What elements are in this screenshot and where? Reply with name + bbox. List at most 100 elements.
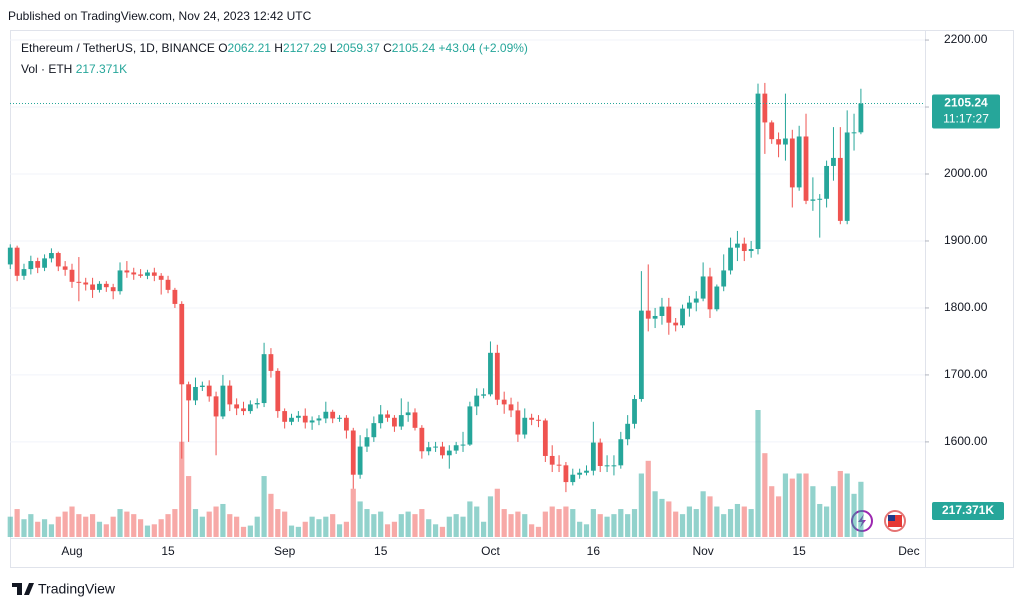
volume-bar — [858, 481, 864, 537]
volume-bar — [206, 511, 212, 537]
y-tick-label: 1600.00 — [944, 434, 988, 448]
candle-body — [645, 310, 651, 319]
candle-body — [165, 279, 171, 290]
volume-bar — [844, 473, 850, 537]
candle-body — [741, 243, 747, 252]
volume-label: 217.371K — [942, 503, 994, 517]
volume-bar — [302, 521, 308, 537]
volume-bar — [679, 514, 686, 537]
candle-body — [632, 399, 637, 424]
candle-body — [55, 253, 61, 267]
volume-bar — [124, 511, 130, 537]
candle-body — [90, 284, 95, 290]
candle-body — [392, 417, 397, 427]
candle-body — [227, 385, 233, 405]
volume-bar — [131, 514, 137, 537]
candle-body — [295, 415, 301, 418]
x-tick-label: Dec — [898, 544, 919, 558]
candle-body — [851, 132, 857, 134]
volume-bar — [96, 521, 103, 537]
y-tick-label: 1900.00 — [944, 233, 988, 247]
volume-bar — [21, 519, 27, 537]
candle-body — [254, 403, 260, 405]
volume-bar — [69, 506, 75, 537]
x-tick-label: Sep — [274, 544, 296, 558]
candle-body — [858, 103, 864, 133]
volume-bar — [76, 514, 82, 537]
volume-bar — [556, 509, 562, 537]
volume-bar — [247, 525, 253, 537]
volume-bar — [549, 506, 555, 537]
volume-bar — [460, 516, 466, 537]
candle-body — [110, 287, 116, 292]
candle-body — [474, 395, 480, 407]
candle-body — [172, 289, 178, 304]
brand-logo: TradingView — [12, 581, 116, 597]
brand-mark — [12, 583, 34, 595]
candle-body — [378, 414, 384, 424]
published-note: Published on TradingView.com, Nov 24, 20… — [8, 9, 312, 23]
volume-bar — [282, 511, 288, 537]
candle-body — [515, 410, 521, 435]
ohlc-value: 2105.24 — [391, 41, 436, 55]
candle-body — [199, 385, 205, 387]
volume-bar — [529, 524, 535, 537]
volume-bar — [782, 473, 789, 537]
volume-bar — [199, 516, 205, 537]
volume-bar — [481, 521, 487, 537]
candle-body — [577, 472, 583, 475]
x-tick-label: 16 — [587, 544, 601, 558]
candle-body — [440, 446, 445, 456]
candles — [7, 82, 864, 537]
volume-bar — [796, 473, 802, 537]
candle-body — [762, 93, 768, 123]
y-tick-label: 1700.00 — [944, 367, 988, 381]
volume-bar — [384, 524, 391, 537]
candle-body — [446, 450, 452, 456]
volume-bar — [693, 509, 699, 537]
candle-body — [817, 198, 823, 200]
candle-body — [275, 370, 281, 412]
candle-body — [625, 423, 631, 440]
volume-bar — [508, 514, 514, 537]
candle-body — [652, 315, 658, 319]
candle-body — [412, 412, 418, 428]
volume-bar — [673, 511, 679, 537]
ohlc-letter: L — [329, 41, 337, 55]
volume-bar — [666, 501, 672, 537]
candle-body — [323, 411, 329, 419]
volume-bar — [851, 493, 857, 537]
volume-bar — [144, 525, 151, 537]
candle-body — [844, 132, 850, 221]
candle-body — [193, 386, 198, 401]
candle-body — [124, 270, 130, 273]
volume-bar — [542, 511, 548, 537]
ohlc-letter: O — [218, 41, 228, 55]
candle-body — [714, 286, 720, 310]
candle-body — [21, 269, 27, 276]
volume-bar — [378, 511, 384, 537]
candle-body — [584, 470, 589, 473]
volume-bar — [405, 511, 411, 537]
candle-body — [302, 415, 308, 423]
y-tick-label: 1800.00 — [944, 300, 988, 314]
candle-body — [426, 447, 432, 452]
volume-bar — [714, 506, 720, 537]
candle-body — [707, 276, 713, 310]
volume-bar — [227, 514, 233, 537]
ohlc-letter: H — [274, 41, 283, 55]
candle-body — [433, 446, 438, 448]
volume-bar — [563, 506, 569, 537]
candle-body — [337, 417, 342, 419]
candle-body — [796, 136, 802, 188]
candle-body — [611, 465, 617, 467]
volume-bar — [330, 514, 336, 537]
candle-body — [837, 157, 843, 221]
candle-body — [357, 446, 363, 475]
candle-body — [330, 411, 336, 419]
candle-body — [556, 464, 562, 466]
volume-bar — [41, 519, 48, 537]
volume-bar — [117, 509, 123, 537]
